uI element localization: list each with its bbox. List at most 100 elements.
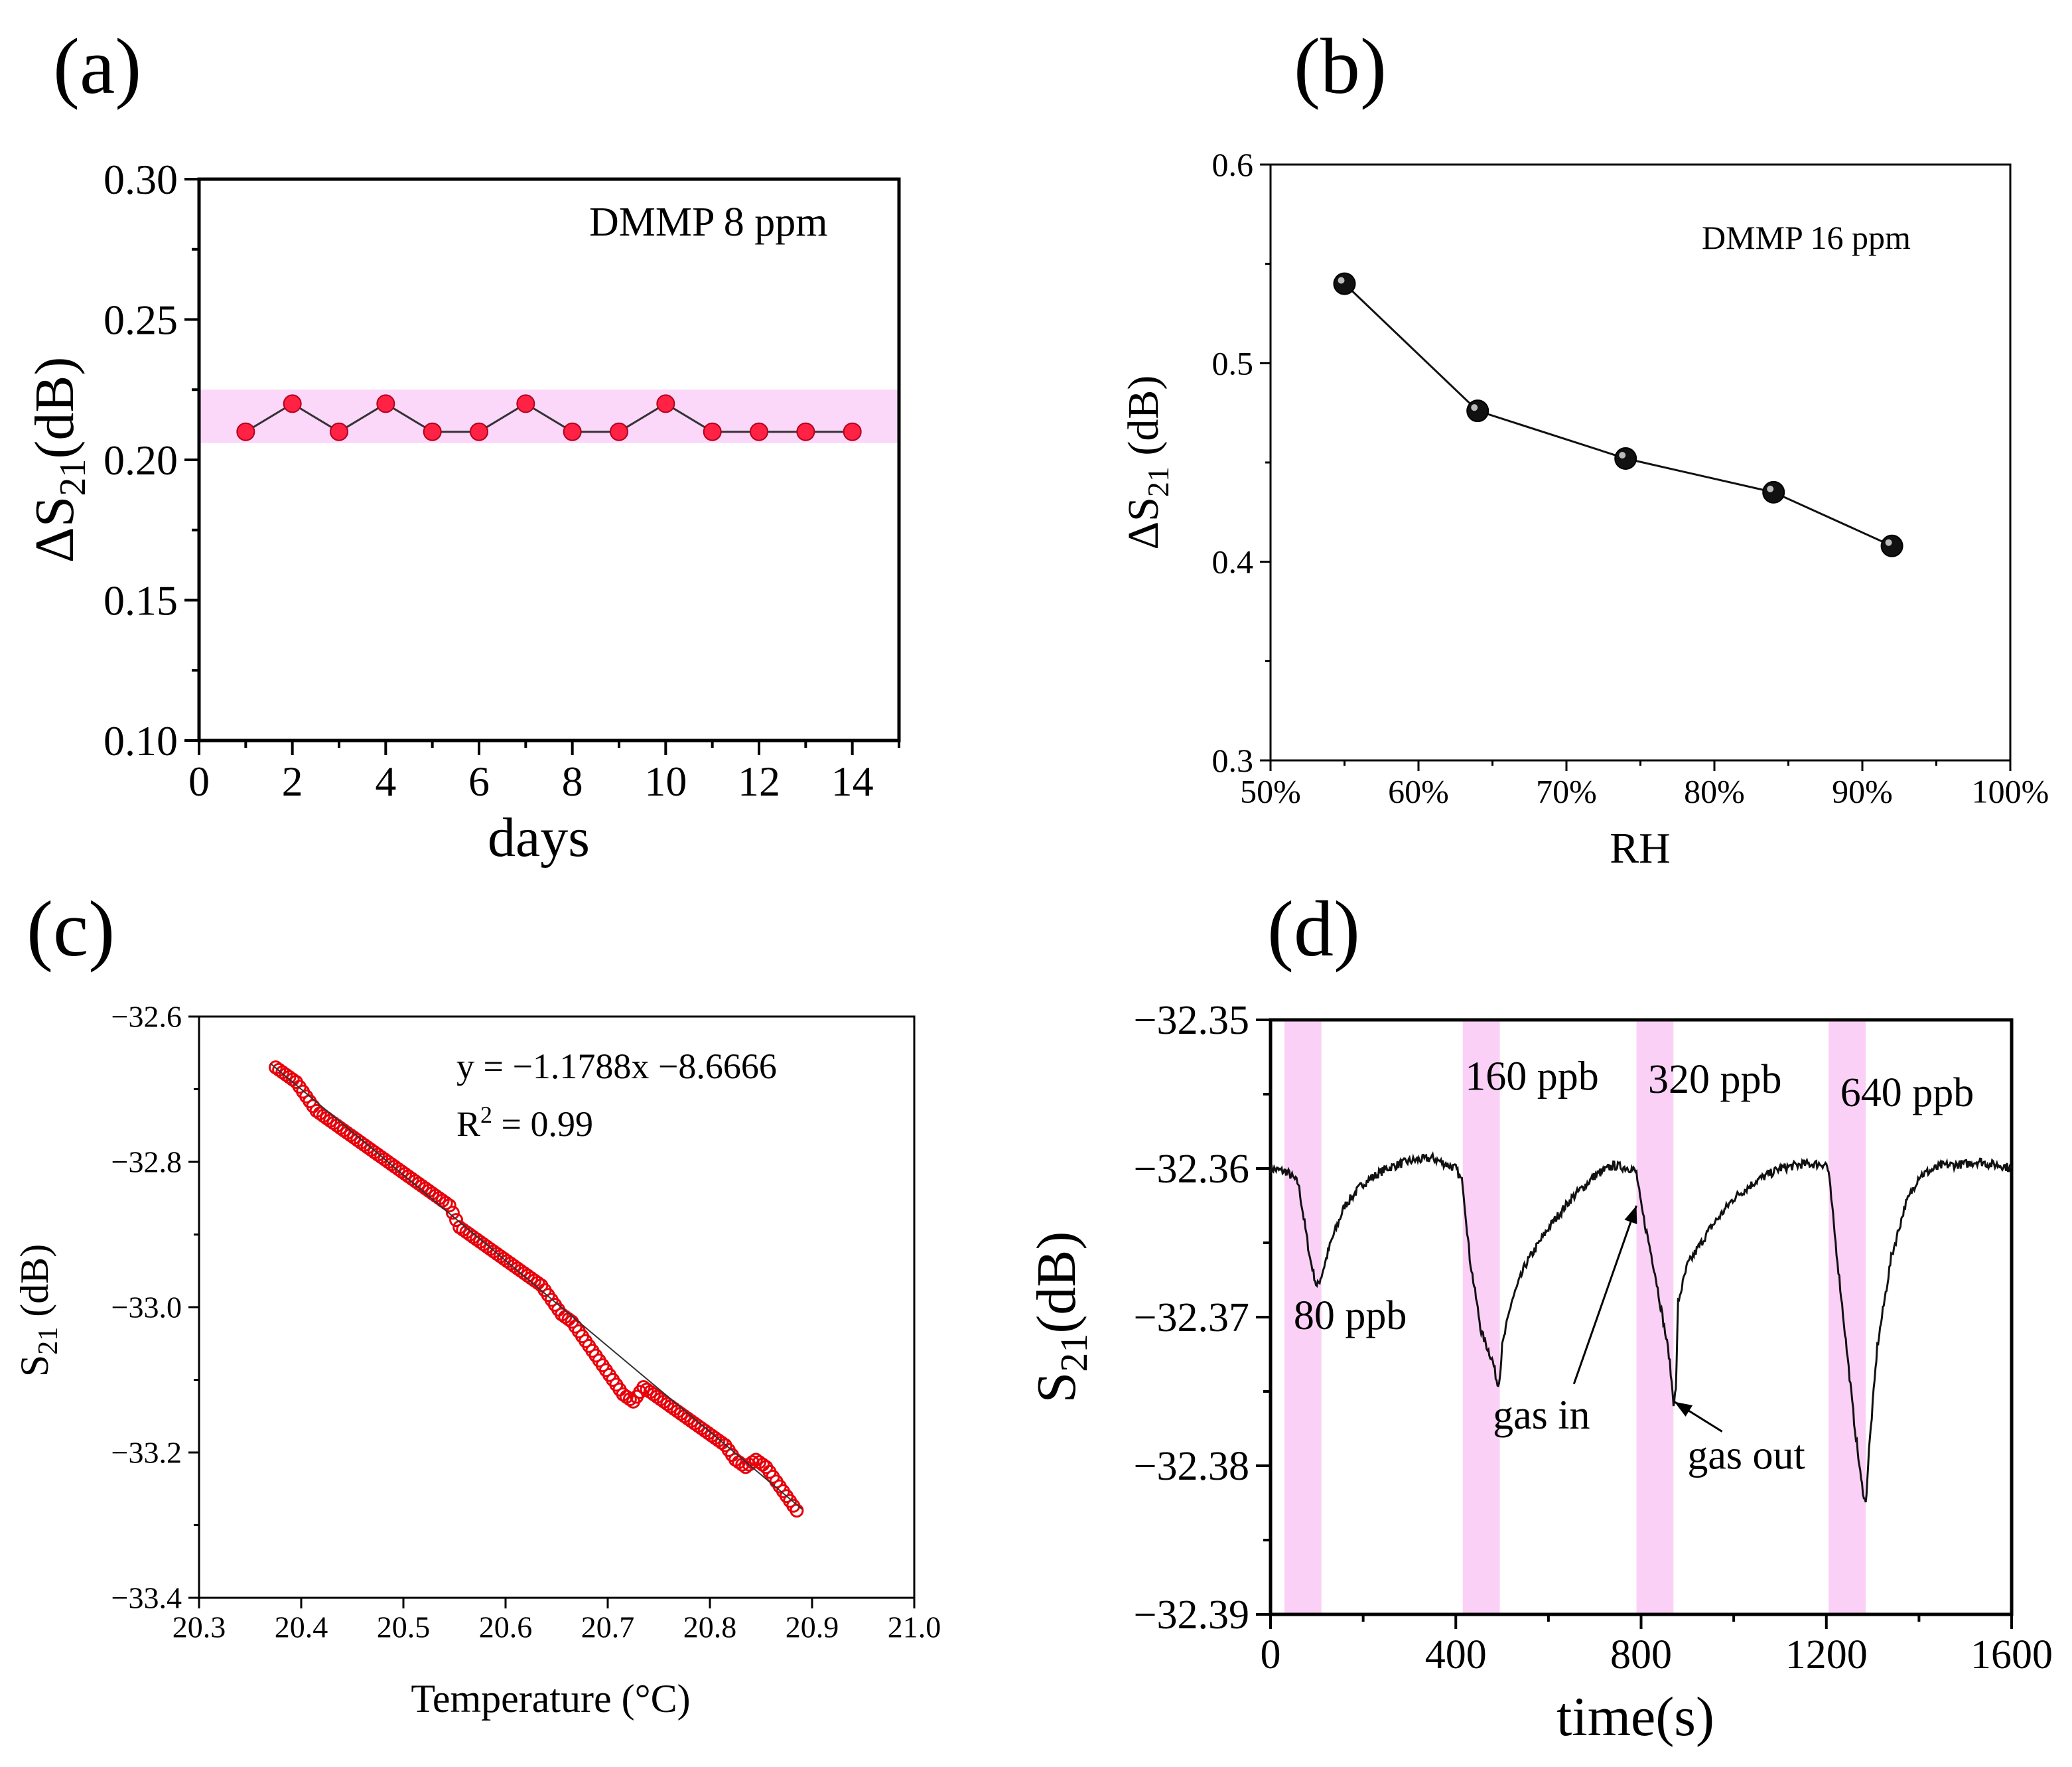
x-tick-label: 4 [375, 758, 396, 805]
y-tick-label: −32.35 [1134, 998, 1249, 1043]
panel-d-concentration-label: 160 ppb [1465, 1054, 1599, 1099]
panel-a-y-ticks: 0.10 0.15 0.20 0.25 0.30 [104, 156, 199, 764]
panel-c-r2-sup: 2 [480, 1101, 492, 1128]
y-tick-label: −32.8 [111, 1145, 182, 1179]
panel-d-x-ticks: 0 400 800 1200 1600 [1261, 1614, 2053, 1677]
panel-c-equation: y = −1.1788x −8.6666 [456, 1046, 777, 1086]
panel-c-point [622, 1392, 637, 1407]
panel-d-gas-band [1829, 1020, 1866, 1614]
x-tick-label: 400 [1425, 1632, 1487, 1677]
y-tick-label: −33.4 [111, 1581, 182, 1615]
panel-d-arrows: gas in gas out [1493, 1205, 1805, 1478]
x-tick-label: 90% [1832, 773, 1893, 810]
panel-a-point [703, 422, 722, 441]
panel-d-y-label-main: S [1026, 1372, 1087, 1403]
y-tick-label: 0.25 [104, 296, 178, 343]
y-tick-label: −32.38 [1134, 1444, 1249, 1489]
panel-a-point [610, 422, 628, 441]
panel-c-y-ticks: −33.4 −33.2 −33.0 −32.8 −32.6 [111, 1000, 199, 1615]
panel-b-x-ticks: 50% 60% 70% 80% 90% 100% [1240, 760, 2049, 810]
y-tick-label: 0.20 [104, 437, 178, 484]
x-tick-label: 0 [1261, 1632, 1281, 1677]
panel-d-arrow-head [1624, 1206, 1637, 1224]
panel-c-x-ticks: 20.3 20.4 20.5 20.6 20.7 20.8 20.9 21.0 [173, 1598, 941, 1644]
panel-b-point [1466, 399, 1489, 423]
y-tick-label: 0.3 [1212, 742, 1254, 779]
panel-a-point [656, 394, 675, 413]
x-tick-label: 20.6 [479, 1610, 533, 1644]
panel-c-r2-suffix: = 0.99 [492, 1104, 593, 1144]
panel-c-y-label-main: S [13, 1355, 56, 1377]
y-tick-label: 0.10 [104, 717, 178, 764]
panel-b-x-axis-label: RH [1610, 824, 1671, 873]
y-tick-label: −32.36 [1134, 1147, 1249, 1192]
panel-d-arrow-label: gas in [1493, 1393, 1590, 1438]
x-tick-label: 8 [562, 758, 583, 805]
panel-a-point [330, 422, 348, 441]
x-tick-label: 20.7 [581, 1610, 635, 1644]
panel-d-x-axis-label: time(s) [1556, 1686, 1714, 1748]
panel-c-r-squared: R2 = 0.99 [456, 1101, 593, 1144]
panel-c-y-axis-label: S21 (dB) [13, 1244, 64, 1377]
panel-a-y-label-sub: 21 [52, 459, 94, 496]
x-tick-label: 2 [282, 758, 303, 805]
panel-b-point [1880, 534, 1903, 557]
panel-b-label: (b) [1294, 22, 1387, 110]
panel-b-annotation: DMMP 16 ppm [1702, 219, 1911, 256]
panel-b-y-axis-label: ΔS21 (dB) [1119, 376, 1175, 550]
x-tick-label: 50% [1240, 773, 1301, 810]
panel-c: (c) 20.3 20.4 20.5 20.6 20.7 20.8 20.9 21.0 −33… [13, 884, 941, 1721]
x-tick-label: 100% [1972, 773, 2049, 810]
panel-c-r2-prefix: R [456, 1104, 480, 1144]
panel-c-y-label-sub: 21 [33, 1327, 64, 1355]
panel-d-arrow-head [1674, 1401, 1693, 1417]
panel-a-point [470, 422, 488, 441]
panel-d-label: (d) [1267, 884, 1360, 973]
x-tick-label: 20.9 [786, 1610, 839, 1644]
x-tick-label: 20.3 [173, 1610, 226, 1644]
panel-b-point-highlight [1619, 452, 1626, 459]
panel-a-x-axis-label: days [488, 807, 590, 869]
x-tick-label: 800 [1610, 1632, 1672, 1677]
panel-a-band [199, 389, 899, 443]
panel-b-point [1333, 272, 1356, 295]
y-tick-label: −32.39 [1134, 1592, 1249, 1638]
x-tick-label: 10 [644, 758, 687, 805]
x-tick-label: 20.5 [377, 1610, 431, 1644]
y-tick-label: 0.6 [1212, 146, 1254, 183]
panel-a-point [283, 394, 302, 413]
x-tick-label: 0 [188, 758, 210, 805]
panel-d-y-label-tail: (dB) [1026, 1232, 1087, 1334]
y-tick-label: 0.4 [1212, 543, 1254, 581]
x-tick-label: 70% [1536, 773, 1597, 810]
panel-d-concentration-labels: 80 ppb 160 ppb 320 ppb 640 ppb [1294, 1054, 1974, 1338]
panel-c-point [449, 1213, 464, 1228]
x-tick-label: 12 [738, 758, 780, 805]
panel-b-point [1614, 447, 1637, 470]
y-tick-label: 0.5 [1212, 344, 1254, 382]
y-tick-label: 0.15 [104, 577, 178, 624]
panel-a-point [423, 422, 442, 441]
panel-b-series-line [1344, 283, 1893, 547]
panel-a-markers [236, 394, 862, 441]
panel-c-label: (c) [27, 884, 115, 973]
panel-b-y-label-main: ΔS [1119, 497, 1168, 549]
panel-d-y-label-sub: 21 [1052, 1334, 1095, 1372]
panel-d-bands [1284, 1020, 1866, 1614]
panel-b: (b) 50% 60% 70% 80% 90% 100% 0.3 0.4 0.5 0.6 DMM… [1119, 22, 2049, 873]
panel-d: (d) 0 400 800 1200 1600 −32.39−32.38−32.37−3… [1026, 884, 2053, 1748]
panel-d-gas-band [1284, 1020, 1322, 1614]
panel-b-point-highlight [1471, 404, 1478, 411]
panel-a-plot-frame [197, 177, 901, 742]
panel-a-point [516, 394, 535, 413]
y-tick-label: −33.2 [111, 1436, 182, 1470]
panel-c-fit-line [270, 1063, 803, 1510]
panel-d-series-line [1269, 1151, 2013, 1503]
panel-b-point-highlight [1767, 485, 1774, 492]
y-tick-label: 0.30 [104, 156, 178, 203]
panel-d-arrow-line [1572, 1205, 1637, 1385]
x-tick-label: 6 [468, 758, 490, 805]
panel-a-label: (a) [53, 22, 141, 110]
panel-a-y-axis-label: ΔS21(dB) [24, 357, 94, 563]
panel-b-point-highlight [1338, 277, 1345, 284]
